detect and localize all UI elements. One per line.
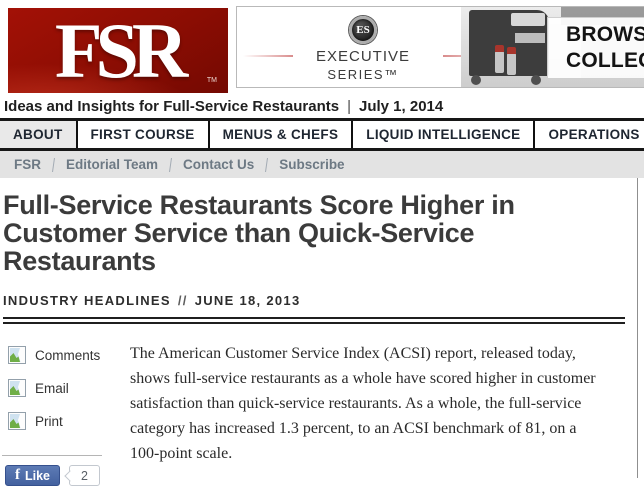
- meta-separator: //: [177, 293, 188, 308]
- subnav-item-fsr[interactable]: FSR: [14, 157, 41, 172]
- share-toolbar: Comments Email Print: [8, 346, 120, 445]
- article-meta: INDUSTRY HEADLINES // JUNE 18, 2013: [3, 293, 301, 308]
- comments-label: Comments: [35, 347, 101, 363]
- article-title: Full-Service Restaurants Score Higher in…: [3, 190, 515, 276]
- nav-item-operations[interactable]: OPERATIONS: [535, 121, 644, 148]
- masthead-date: July 1, 2014: [359, 98, 444, 115]
- nav-item-liquid-intelligence[interactable]: LIQUID INTELLIGENCE: [353, 121, 536, 148]
- print-button[interactable]: Print: [8, 412, 120, 430]
- tagline-separator: |: [347, 98, 351, 115]
- subnav-item-subscribe[interactable]: Subscribe: [279, 157, 345, 172]
- section-divider: [3, 317, 625, 324]
- email-button[interactable]: Email: [8, 379, 120, 397]
- comments-button[interactable]: Comments: [8, 346, 120, 364]
- executive-series-badge-icon: ES: [349, 16, 377, 44]
- print-label: Print: [35, 413, 63, 429]
- facebook-like-button[interactable]: f Like: [5, 465, 61, 486]
- tagline-text: Ideas and Insights for Full-Service Rest…: [4, 98, 340, 115]
- banner-cta[interactable]: BROWSE COLLECT: [547, 17, 644, 79]
- fsr-logo[interactable]: FSR TM: [8, 7, 228, 94]
- banner-cta-line1: BROWSE: [566, 23, 644, 46]
- nav-item-menus-chefs[interactable]: MENUS & CHEFS: [210, 121, 354, 148]
- executive-label: EXECUTIVE: [315, 48, 411, 65]
- nav-item-first-course[interactable]: FIRST COURSE: [78, 121, 210, 148]
- article-date: JUNE 18, 2013: [194, 293, 301, 308]
- primary-nav: ABOUT FIRST COURSE MENUS & CHEFS LIQUID …: [0, 118, 644, 151]
- secondary-nav: FSR Editorial Team Contact Us Subscribe: [0, 151, 644, 178]
- broken-image-icon: [8, 412, 26, 430]
- facebook-widget: f Like 2: [5, 465, 100, 486]
- banner-rule-left: [243, 55, 293, 57]
- article-main: Full-Service Restaurants Score Higher in…: [0, 178, 638, 486]
- fsr-logo-trademark: TM: [206, 77, 217, 84]
- banner-ad[interactable]: ES EXECUTIVE SERIES™ BROWSE COLLECT: [236, 6, 644, 88]
- series-label: SERIES™: [327, 67, 399, 82]
- share-divider: [2, 455, 102, 456]
- banner-cta-line2: COLLECT: [566, 49, 644, 72]
- article-body: The American Customer Service Index (ACS…: [130, 345, 596, 462]
- subnav-item-contact-us[interactable]: Contact Us: [183, 157, 255, 172]
- fsr-logo-text: FSR: [54, 7, 188, 94]
- email-label: Email: [35, 380, 69, 396]
- nav-item-about[interactable]: ABOUT: [0, 121, 78, 148]
- subnav-item-editorial-team[interactable]: Editorial Team: [66, 157, 159, 172]
- facebook-like-count: 2: [69, 465, 100, 486]
- executive-series-wordmark: EXECUTIVE SERIES™: [287, 48, 439, 82]
- broken-image-icon: [8, 346, 26, 364]
- facebook-f-icon: f: [15, 467, 20, 483]
- broken-image-icon: [8, 379, 26, 397]
- article-category[interactable]: INDUSTRY HEADLINES: [3, 293, 171, 308]
- site-tagline: Ideas and Insights for Full-Service Rest…: [4, 98, 443, 115]
- facebook-like-label: Like: [25, 468, 51, 483]
